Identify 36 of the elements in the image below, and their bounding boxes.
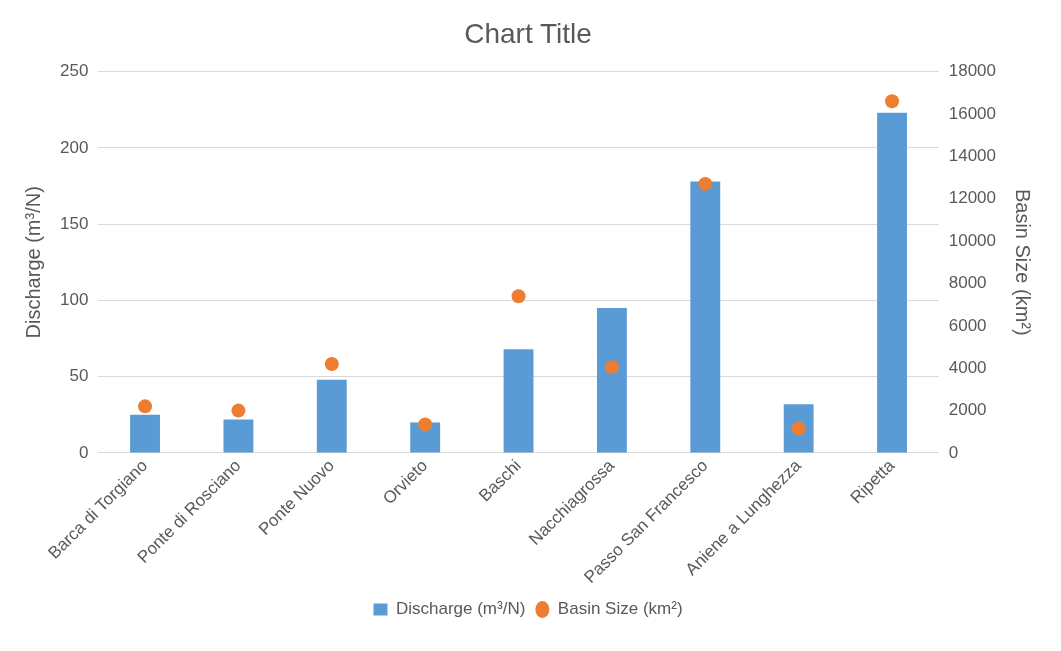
y-tick-label: 50 bbox=[69, 366, 89, 386]
y2-tick-label: 16000 bbox=[948, 103, 997, 123]
y2-tick-label: 18000 bbox=[948, 61, 997, 81]
y-tick-label: 0 bbox=[78, 442, 89, 462]
y2-tick-label: 6000 bbox=[948, 315, 987, 335]
y-tick-label: 150 bbox=[59, 213, 89, 233]
point bbox=[604, 360, 619, 375]
bar bbox=[877, 112, 907, 453]
point bbox=[231, 403, 246, 418]
y2-tick-label: 12000 bbox=[948, 188, 997, 208]
bar bbox=[690, 181, 721, 453]
y-axis-title: Discharge (m³/N) bbox=[21, 186, 44, 339]
y-tick-label: 100 bbox=[59, 290, 89, 310]
y-tick-label: 200 bbox=[59, 137, 89, 157]
chart-title: Chart Title bbox=[464, 17, 592, 49]
y2-axis-title: Basin Size (km²) bbox=[1012, 188, 1035, 336]
bar bbox=[596, 308, 627, 453]
y2-tick-label: 0 bbox=[948, 442, 959, 462]
point bbox=[324, 356, 339, 371]
point bbox=[418, 417, 433, 432]
y2-tick-label: 4000 bbox=[948, 357, 987, 377]
bar bbox=[223, 419, 254, 453]
bar bbox=[316, 379, 347, 453]
bar bbox=[130, 414, 160, 453]
y2-tick-label: 10000 bbox=[948, 230, 997, 250]
y2-tick-label: 14000 bbox=[948, 146, 997, 166]
bar bbox=[503, 349, 534, 453]
legend-label: Discharge (m³/N) bbox=[395, 599, 526, 619]
y2-tick-label: 8000 bbox=[948, 273, 987, 293]
point bbox=[698, 176, 713, 191]
point bbox=[885, 94, 900, 109]
y-tick-label: 250 bbox=[59, 61, 89, 81]
y2-tick-label: 2000 bbox=[948, 400, 987, 420]
point bbox=[511, 289, 526, 304]
legend-label: Basin Size (km²) bbox=[557, 599, 683, 619]
point bbox=[138, 399, 153, 414]
